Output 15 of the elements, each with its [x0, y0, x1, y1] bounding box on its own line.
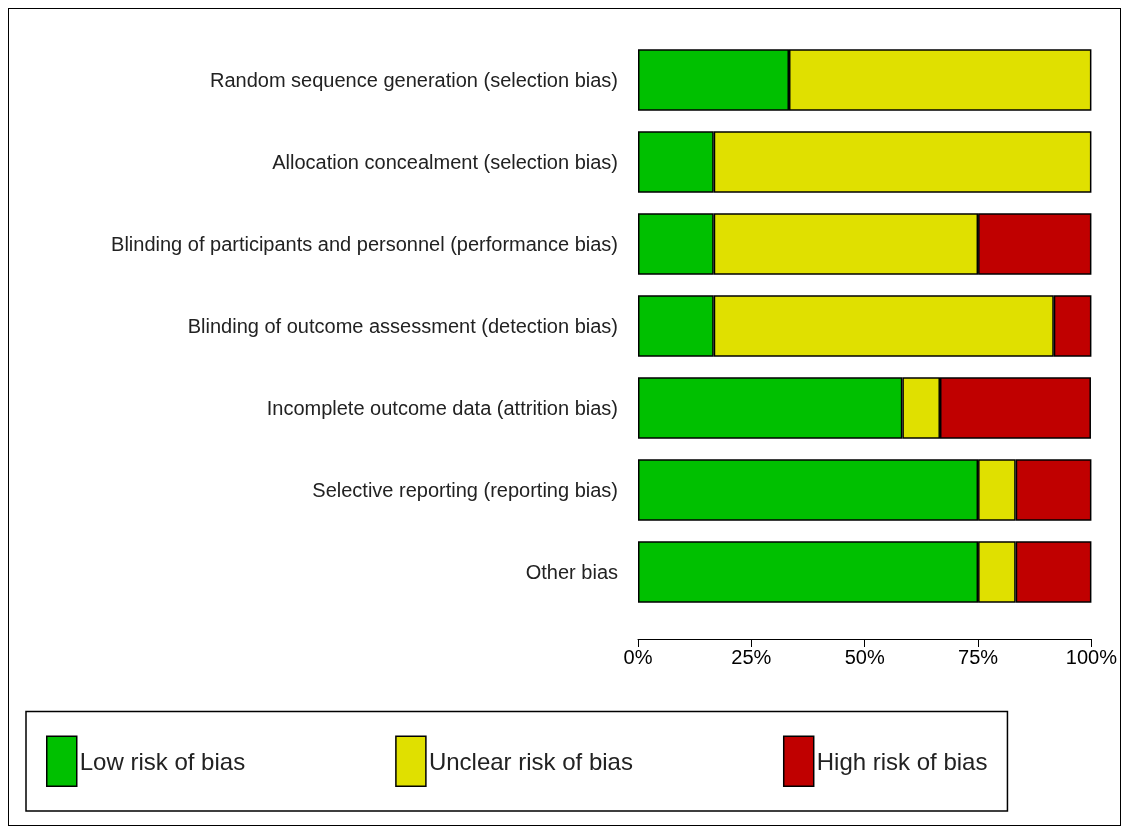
- legend-label: High risk of bias: [816, 747, 988, 775]
- y-tick-label: Allocation concealment (selection bias): [272, 151, 618, 173]
- x-tick-label: 0%: [623, 646, 653, 668]
- x-tick-label: 75%: [958, 646, 999, 668]
- legend-label: Low risk of bias: [79, 747, 246, 775]
- x-tick-label: 100%: [1065, 646, 1118, 668]
- y-tick-label: Other bias: [525, 561, 618, 583]
- y-tick-label: Incomplete outcome data (attrition bias): [266, 397, 618, 419]
- y-tick-label: Selective reporting (reporting bias): [312, 479, 618, 501]
- y-tick-label: Random sequence generation (selection bias): [209, 69, 618, 91]
- legend-label: Unclear risk of bias: [428, 747, 633, 775]
- y-tick-label: Blinding of participants and personnel (performance bias): [111, 233, 618, 255]
- x-tick-label: 50%: [844, 646, 885, 668]
- x-tick-label: 25%: [731, 646, 772, 668]
- y-tick-label: Blinding of outcome assessment (detection bias): [187, 315, 618, 337]
